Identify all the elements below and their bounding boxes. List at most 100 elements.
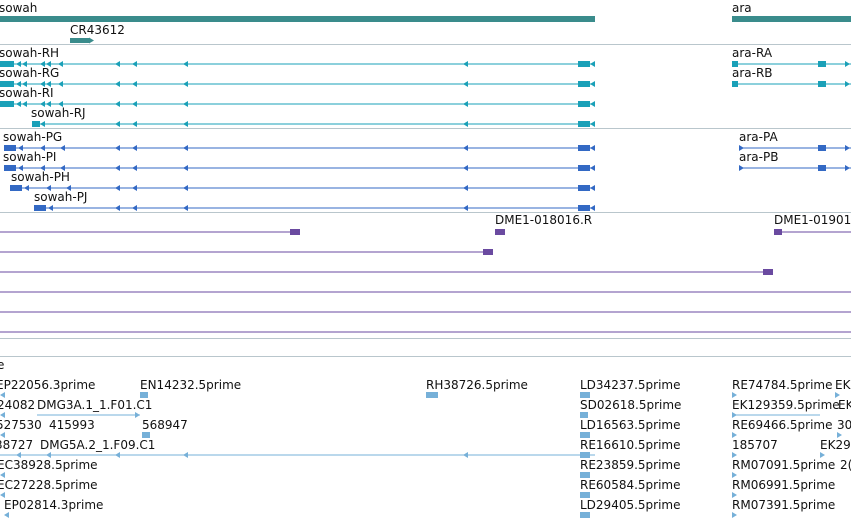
strand-arrow-left — [463, 61, 468, 67]
strand-arrow-left — [0, 492, 5, 498]
probe-block — [763, 269, 773, 275]
est-label[interactable]: DMG5A.2_1.F09.C1 — [40, 438, 156, 452]
est-label[interactable]: EK — [835, 378, 851, 392]
est-label[interactable]: EP22056.3prime — [0, 378, 96, 392]
strand-arrow-left — [58, 61, 63, 67]
strand-arrow-left — [132, 185, 137, 191]
est-label[interactable]: LD16563.5prime — [580, 418, 681, 432]
strand-arrow-left — [46, 185, 51, 191]
strand-arrow-left — [183, 61, 188, 67]
exon-block — [4, 145, 16, 151]
strand-arrow-left — [183, 81, 188, 87]
strand-arrow-left — [40, 101, 45, 107]
est-label[interactable]: LD34237.5prime — [580, 378, 681, 392]
est-label[interactable]: 185707 — [732, 438, 778, 452]
est-label[interactable]: EK129359.5prime — [732, 398, 840, 412]
transcript-label[interactable]: sowah-RI — [0, 86, 54, 100]
gene-label-cr43612[interactable]: CR43612 — [70, 23, 125, 37]
est-label[interactable]: 568947 — [142, 418, 188, 432]
est-label[interactable]: EK29 — [820, 438, 851, 452]
strand-arrow-right — [837, 432, 842, 438]
probe-label[interactable]: DME1-01901 — [774, 213, 851, 227]
strand-arrow-left — [115, 101, 120, 107]
gene-label-sowah[interactable]: sowah — [0, 1, 38, 15]
est-label[interactable]: EC27228.5prime — [0, 478, 98, 492]
strand-arrow-left — [16, 61, 21, 67]
protein-label[interactable]: sowah-PI — [3, 150, 57, 164]
est-label[interactable]: DMG3A.1_1.F01.C1 — [37, 398, 153, 412]
transcript-label[interactable]: sowah-RJ — [31, 106, 86, 120]
strand-arrow-left — [463, 121, 468, 127]
est-label[interactable]: 2( — [840, 458, 851, 472]
gene-label-ara[interactable]: ara — [732, 1, 752, 15]
strand-arrow-left — [463, 101, 468, 107]
transcript-label[interactable]: ara-RA — [732, 46, 773, 60]
strand-arrow-left — [183, 165, 188, 171]
est-label[interactable]: RM07091.5prime — [732, 458, 836, 472]
transcript-label[interactable]: sowah-RH — [0, 46, 60, 60]
exon-block — [4, 165, 16, 171]
strand-arrow-left — [16, 452, 21, 458]
strand-arrow-left — [183, 121, 188, 127]
strand-arrow-left — [115, 145, 120, 151]
strand-arrow-left — [115, 452, 120, 458]
strand-arrow-left — [590, 121, 595, 127]
protein-label[interactable]: sowah-PJ — [34, 190, 88, 204]
strand-arrow-right — [89, 37, 94, 44]
strand-arrow-left — [60, 165, 65, 171]
est-label[interactable]: EN14232.5prime — [140, 378, 242, 392]
transcript-label[interactable]: sowah-RG — [0, 66, 60, 80]
probe-block — [483, 249, 493, 255]
protein-label[interactable]: sowah-PG — [3, 130, 63, 144]
est-label[interactable]: RM07391.5prime — [732, 498, 836, 512]
exon-block — [818, 145, 826, 151]
est-label[interactable]: EK — [838, 398, 851, 412]
strand-arrow-right — [845, 145, 850, 151]
strand-arrow-left — [22, 81, 27, 87]
est-label[interactable]: 30 — [837, 418, 851, 432]
strand-arrow-left — [46, 81, 51, 87]
est-label[interactable]: RE23859.5prime — [580, 458, 681, 472]
est-label[interactable]: RE16610.5prime — [580, 438, 681, 452]
est-label[interactable]: LD29405.5prime — [580, 498, 681, 512]
strand-arrow-left — [115, 61, 120, 67]
strand-arrow-left — [463, 145, 468, 151]
protein-label[interactable]: ara-PB — [739, 150, 779, 164]
strand-arrow-left — [115, 165, 120, 171]
track-separator — [0, 338, 851, 339]
strand-arrow-left — [132, 145, 137, 151]
est-label[interactable]: 415993 — [49, 418, 95, 432]
probe-label[interactable]: DME1-018016.R — [495, 213, 593, 227]
exon-block — [578, 165, 590, 171]
est-block — [580, 432, 590, 438]
track-separator — [0, 44, 851, 45]
strand-arrow-right — [845, 61, 850, 67]
est-label[interactable]: RE69466.5prime — [732, 418, 833, 432]
est-label[interactable]: RE60584.5prime — [580, 478, 681, 492]
probe-block — [774, 229, 782, 235]
strand-arrow-left — [590, 101, 595, 107]
est-label[interactable]: 24082 — [0, 398, 36, 412]
strand-arrow-left — [40, 165, 45, 171]
est-label[interactable]: RM06991.5prime — [732, 478, 836, 492]
exon-block — [578, 145, 590, 151]
strand-arrow-right — [732, 452, 737, 458]
strand-arrow-right — [739, 165, 744, 171]
est-label[interactable]: 527530 — [0, 418, 42, 432]
est-label[interactable]: SD02618.5prime — [580, 398, 682, 412]
est-label[interactable]: EC38928.5prime — [0, 458, 98, 472]
strand-arrow-left — [0, 392, 5, 398]
strand-arrow-left — [183, 452, 188, 458]
strand-arrow-left — [132, 165, 137, 171]
est-block — [580, 472, 590, 478]
est-label[interactable]: EP02814.3prime — [4, 498, 104, 512]
est-label[interactable]: RE74784.5prime — [732, 378, 833, 392]
est-label[interactable]: RH38726.5prime — [426, 378, 528, 392]
strand-arrow-right — [845, 165, 850, 171]
protein-label[interactable]: sowah-PH — [11, 170, 70, 184]
exon-block — [32, 121, 40, 127]
protein-label[interactable]: ara-PA — [739, 130, 778, 144]
strand-arrow-left — [22, 101, 27, 107]
transcript-label[interactable]: ara-RB — [732, 66, 773, 80]
est-label[interactable]: 38727 — [0, 438, 34, 452]
